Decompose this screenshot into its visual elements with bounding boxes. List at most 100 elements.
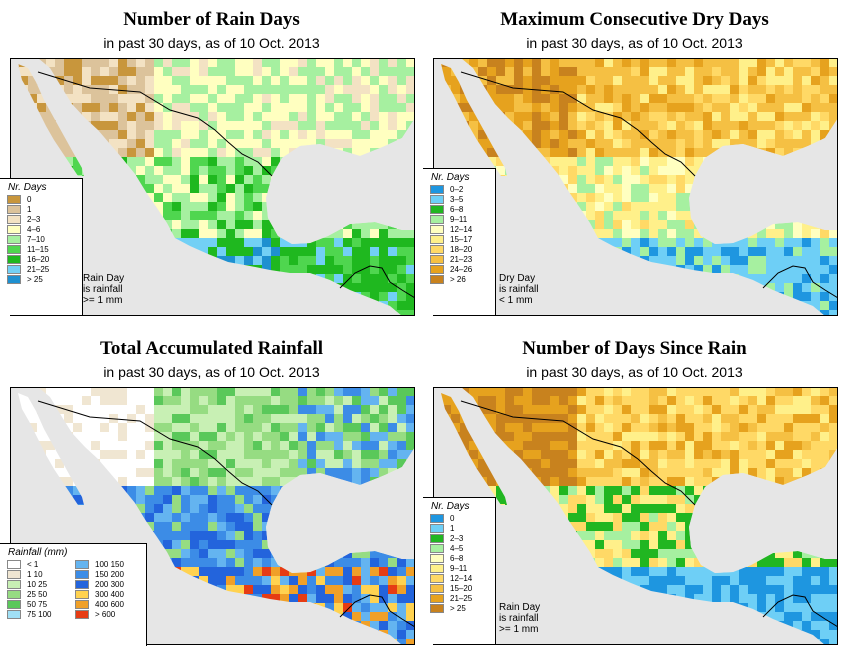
panel-title: Number of Days Since Rain: [522, 338, 747, 359]
legend-label: 18–20: [450, 244, 473, 254]
legend-swatch: [430, 224, 444, 234]
panel-subtitle: in past 30 days, as of 10 Oct. 2013: [103, 364, 320, 380]
legend-entry: 300 400: [68, 589, 136, 599]
legend-swatch: [7, 234, 21, 244]
panel-title: Maximum Consecutive Dry Days: [500, 9, 769, 30]
legend-swatch: [7, 559, 21, 569]
legend-entry: > 25: [0, 274, 82, 284]
legend-entry: 21–25: [0, 264, 82, 274]
legend-label: 6–8: [450, 204, 464, 214]
legend-swatch: [430, 523, 444, 533]
legend-label: > 25: [450, 603, 466, 613]
legend-entry: > 25: [423, 603, 495, 613]
legend-entry: 6–8: [423, 553, 495, 563]
legend-label: 12–14: [450, 224, 473, 234]
map-days-since-rain: [433, 387, 838, 645]
legend-swatch: [7, 579, 21, 589]
legend-swatch: [7, 244, 21, 254]
legend-entry: 18–20: [423, 244, 495, 254]
map-frame: [10, 387, 415, 645]
legend-swatch: [7, 264, 21, 274]
legend-swatch: [430, 583, 444, 593]
legend-label: 16–20: [27, 254, 50, 264]
legend-swatch: [7, 589, 21, 599]
legend: Nr. Days 0–2 3–5 6–8 9–11 12–14 15–17 18–20 21–…: [423, 168, 496, 315]
legend-entry: 400 600: [68, 599, 136, 609]
legend-swatch: [7, 194, 21, 204]
note-line: < 1 mm: [499, 295, 533, 306]
note-line: >= 1 mm: [499, 624, 539, 635]
us-mexico-border: [37, 400, 273, 506]
us-mexico-border: [37, 71, 273, 177]
legend-swatch: [430, 543, 444, 553]
legend-swatch: [75, 609, 89, 619]
legend-label: 25 50: [27, 589, 48, 599]
legend-label: 1 10: [27, 569, 43, 579]
legend-label: 4–5: [450, 543, 464, 553]
panel-subtitle: in past 30 days, as of 10 Oct. 2013: [526, 35, 743, 51]
legend-label: 15–17: [450, 234, 473, 244]
legend-swatch: [430, 593, 444, 603]
legend-label: 7–10: [27, 234, 45, 244]
legend-label: > 25: [27, 274, 43, 284]
legend-entry: 0: [0, 194, 82, 204]
legend-label: 15–20: [450, 583, 473, 593]
legend-swatch: [430, 264, 444, 274]
central-america-border: [339, 594, 415, 628]
note-line: >= 1 mm: [83, 295, 123, 306]
legend-label: 9–11: [450, 214, 468, 224]
legend-note: Dry Day is rainfall < 1 mm: [499, 273, 538, 306]
note-line: Dry Day: [499, 273, 536, 284]
note-line: is rainfall: [499, 613, 539, 624]
us-mexico-border: [460, 71, 696, 177]
note-line: Rain Day: [83, 273, 125, 284]
legend-label: 21–25: [27, 264, 50, 274]
legend-entry: 1: [423, 523, 495, 533]
legend-entry: 75 100: [0, 609, 68, 619]
legend-swatch: [430, 553, 444, 563]
legend-entry: 15–17: [423, 234, 495, 244]
legend-swatch: [7, 599, 21, 609]
note-line: is rainfall: [499, 284, 539, 295]
panel-title: Number of Rain Days: [123, 9, 300, 30]
legend-label: 0: [450, 513, 455, 523]
legend-label: 2–3: [27, 214, 41, 224]
legend-swatch: [430, 204, 444, 214]
legend-swatch: [7, 204, 21, 214]
legend-title: Nr. Days: [431, 172, 470, 183]
legend-entry: 9–11: [423, 214, 495, 224]
legend-title: Nr. Days: [8, 182, 47, 193]
legend-label: 6–8: [450, 553, 464, 563]
panel-total-rainfall: Total Accumulated Rainfall in past 30 da…: [0, 329, 423, 658]
panel-rain-days: Number of Rain Days in past 30 days, as …: [0, 0, 423, 329]
legend-swatch: [430, 603, 444, 613]
legend-label: 10 25: [27, 579, 48, 589]
central-america-border: [339, 265, 415, 299]
legend-label: 150 200: [95, 569, 124, 579]
legend-label: > 600: [95, 609, 116, 619]
legend-swatch: [430, 513, 444, 523]
legend-swatch: [430, 194, 444, 204]
legend-entry: 4–5: [423, 543, 495, 553]
legend-entry: 2–3: [423, 533, 495, 543]
legend-swatch: [7, 214, 21, 224]
legend-swatch: [430, 234, 444, 244]
legend-entry: 1: [0, 204, 82, 214]
legend-label: 4–6: [27, 224, 41, 234]
legend-title: Rainfall (mm): [8, 547, 68, 558]
legend-entry: 2–3: [0, 214, 82, 224]
legend-entry: 3–5: [423, 194, 495, 204]
legend-entry: 25 50: [0, 589, 68, 599]
legend-label: 100 150: [95, 559, 124, 569]
legend-entry: 10 25: [0, 579, 68, 589]
legend-swatch: [75, 579, 89, 589]
legend-label: 24–26: [450, 264, 473, 274]
legend-swatch: [7, 274, 21, 284]
legend-swatch: [430, 244, 444, 254]
legend-swatch: [75, 599, 89, 609]
legend-label: 300 400: [95, 589, 124, 599]
legend-label: 1: [450, 523, 455, 533]
legend-swatch: [430, 184, 444, 194]
legend-label: 0–2: [450, 184, 464, 194]
legend-swatch: [7, 224, 21, 234]
